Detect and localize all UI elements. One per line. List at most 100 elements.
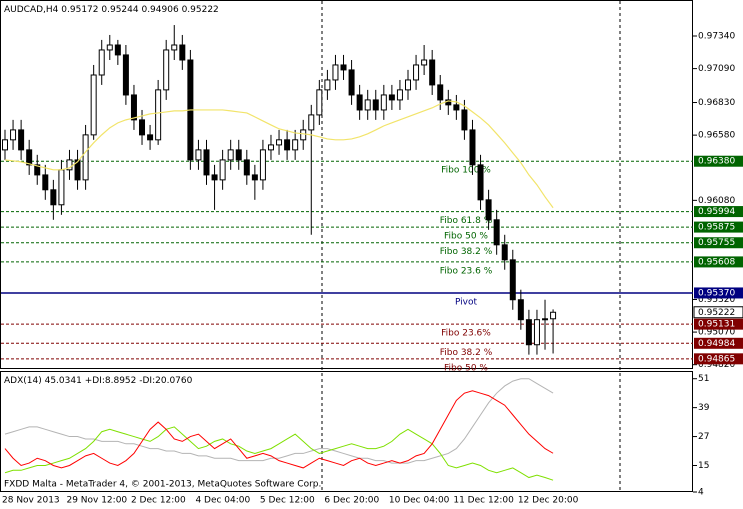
- price-tag-label: 0.94984: [698, 339, 735, 349]
- candle-body: [267, 144, 274, 151]
- candle-body: [421, 59, 428, 66]
- low-value: 0.94906: [141, 5, 178, 15]
- candle-body: [219, 159, 226, 181]
- indicator-header: ADX(14) 45.0341 +DI:8.8952 -DI:20.0760: [4, 376, 193, 386]
- candle-body: [533, 319, 540, 346]
- candle-body: [453, 104, 460, 111]
- main-panel: [0, 0, 693, 369]
- candle-body: [18, 129, 25, 151]
- price-tag: [694, 221, 743, 233]
- price-tag-label: 0.96380: [698, 157, 735, 167]
- y-tick-label: 0.95320: [698, 295, 735, 305]
- candle-body: [276, 139, 283, 146]
- candle-body: [227, 149, 234, 161]
- candle-body: [114, 44, 121, 56]
- x-tick-label: 6 Dec 20:00: [324, 496, 379, 506]
- symbol: AUDCAD,H4: [4, 5, 59, 15]
- candle-body: [413, 64, 420, 81]
- price-tag: [694, 237, 743, 249]
- candle-body: [211, 174, 218, 181]
- price-tag-label: 0.95994: [698, 207, 735, 217]
- candle-body: [130, 94, 137, 121]
- price-tag: [694, 256, 743, 268]
- candle-body: [235, 149, 242, 161]
- legend-name: -DI:: [139, 376, 155, 386]
- candle-body: [525, 319, 532, 346]
- x-tick-label: 10 Dec 04:00: [389, 496, 450, 506]
- candle-body: [179, 44, 186, 61]
- candle-body: [340, 64, 347, 71]
- close-value: 0.95222: [182, 5, 219, 15]
- level-name: Pivot: [455, 297, 478, 307]
- candle-body: [493, 219, 500, 246]
- y-tick-label: 0.96580: [698, 131, 735, 141]
- price-tag: [694, 155, 743, 167]
- candle-body: [2, 139, 8, 151]
- candle-body: [251, 174, 258, 181]
- candle-body: [284, 139, 291, 151]
- price-tag-label: 0.95608: [698, 257, 735, 267]
- level-name: Fibo 61.8 %: [440, 216, 493, 226]
- candle-body: [380, 94, 387, 111]
- candle-body: [42, 174, 49, 191]
- x-tick-label: 29 Nov 12:00: [66, 496, 127, 506]
- candle-body: [469, 129, 476, 166]
- candle-body: [364, 99, 371, 111]
- price-tag-label: 0.95755: [698, 238, 735, 248]
- price-tag-label: 0.95370: [698, 288, 735, 298]
- level-name: Fibo 38.2 %: [440, 247, 493, 257]
- chart-header: AUDCAD,H4 0.95172 0.95244 0.94906 0.9522…: [4, 5, 219, 15]
- candle-body: [332, 64, 339, 81]
- candle-body: [477, 164, 484, 201]
- candle-body: [550, 311, 557, 320]
- y-tick-label: 0.96080: [698, 196, 735, 206]
- y-tick-label: 15: [698, 461, 709, 471]
- price-tag: [694, 287, 743, 299]
- candle-body: [139, 119, 146, 136]
- candle-body: [517, 299, 524, 321]
- candle-body: [308, 114, 315, 131]
- y-tick-label: 51: [698, 374, 709, 384]
- indicator-line: [4, 390, 554, 469]
- candle-body: [292, 139, 299, 151]
- candle-body: [388, 94, 395, 101]
- candle-body: [429, 59, 436, 86]
- legend-name: +DI:: [85, 376, 105, 386]
- candle-body: [82, 134, 89, 181]
- candle-body: [58, 169, 65, 206]
- candle-body: [509, 259, 516, 301]
- candle-body: [348, 69, 355, 96]
- high-value: 0.95244: [101, 5, 138, 15]
- candle-body: [316, 89, 323, 116]
- candle-body: [324, 79, 331, 91]
- candle-body: [195, 149, 202, 161]
- level-name: Fibo 23.6 %: [440, 266, 493, 276]
- y-tick-label: 0.95070: [698, 328, 735, 338]
- candle-body: [461, 109, 468, 131]
- candle-body: [542, 318, 549, 321]
- candle-body: [50, 189, 57, 206]
- moving-average: [4, 100, 554, 209]
- indicator-line: [4, 378, 554, 464]
- x-tick-label: 2 Dec 12:00: [131, 496, 186, 506]
- indicator-panel: [0, 371, 693, 492]
- y-tick-label: 0.94820: [698, 360, 735, 370]
- candle-body: [74, 159, 81, 181]
- candle-body: [203, 149, 210, 176]
- legend-name: ADX(14): [4, 376, 42, 386]
- candle-body: [163, 49, 170, 91]
- price-tag: [694, 318, 743, 330]
- candle-body: [171, 44, 178, 51]
- price-tag: [694, 353, 743, 365]
- x-tick-label: 4 Dec 04:00: [195, 496, 250, 506]
- price-tag-label: 0.95131: [698, 320, 735, 330]
- current-price-tag: [693, 306, 743, 319]
- x-tick-label: 12 Dec 20:00: [518, 496, 579, 506]
- legend-value: 20.0760: [155, 376, 192, 386]
- x-tick-label: 28 Nov 2013: [2, 496, 60, 506]
- price-tag: [694, 206, 743, 218]
- y-tick-label: 39: [698, 403, 710, 413]
- candle-body: [26, 149, 33, 166]
- candle-body: [405, 79, 411, 91]
